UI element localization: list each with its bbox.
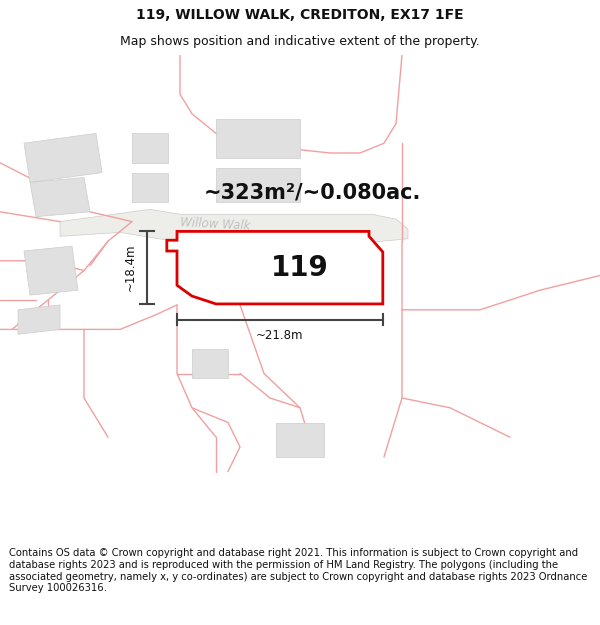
Polygon shape bbox=[132, 173, 168, 202]
Text: ~323m²/~0.080ac.: ~323m²/~0.080ac. bbox=[203, 182, 421, 203]
Text: 119, WILLOW WALK, CREDITON, EX17 1FE: 119, WILLOW WALK, CREDITON, EX17 1FE bbox=[136, 8, 464, 22]
Polygon shape bbox=[132, 133, 168, 162]
Text: ~21.8m: ~21.8m bbox=[256, 329, 304, 342]
Polygon shape bbox=[60, 209, 408, 242]
Polygon shape bbox=[24, 133, 102, 182]
Polygon shape bbox=[18, 305, 60, 334]
Text: ~18.4m: ~18.4m bbox=[124, 244, 137, 291]
Text: Contains OS data © Crown copyright and database right 2021. This information is : Contains OS data © Crown copyright and d… bbox=[9, 549, 587, 593]
Text: Map shows position and indicative extent of the property.: Map shows position and indicative extent… bbox=[120, 35, 480, 48]
Polygon shape bbox=[216, 119, 300, 158]
Polygon shape bbox=[167, 231, 383, 304]
Polygon shape bbox=[219, 246, 327, 283]
Polygon shape bbox=[30, 177, 90, 217]
Text: Willow Walk: Willow Walk bbox=[180, 216, 251, 232]
Text: 119: 119 bbox=[271, 254, 329, 282]
Polygon shape bbox=[276, 422, 324, 457]
Polygon shape bbox=[24, 246, 78, 295]
Polygon shape bbox=[216, 168, 300, 202]
Polygon shape bbox=[192, 349, 228, 378]
